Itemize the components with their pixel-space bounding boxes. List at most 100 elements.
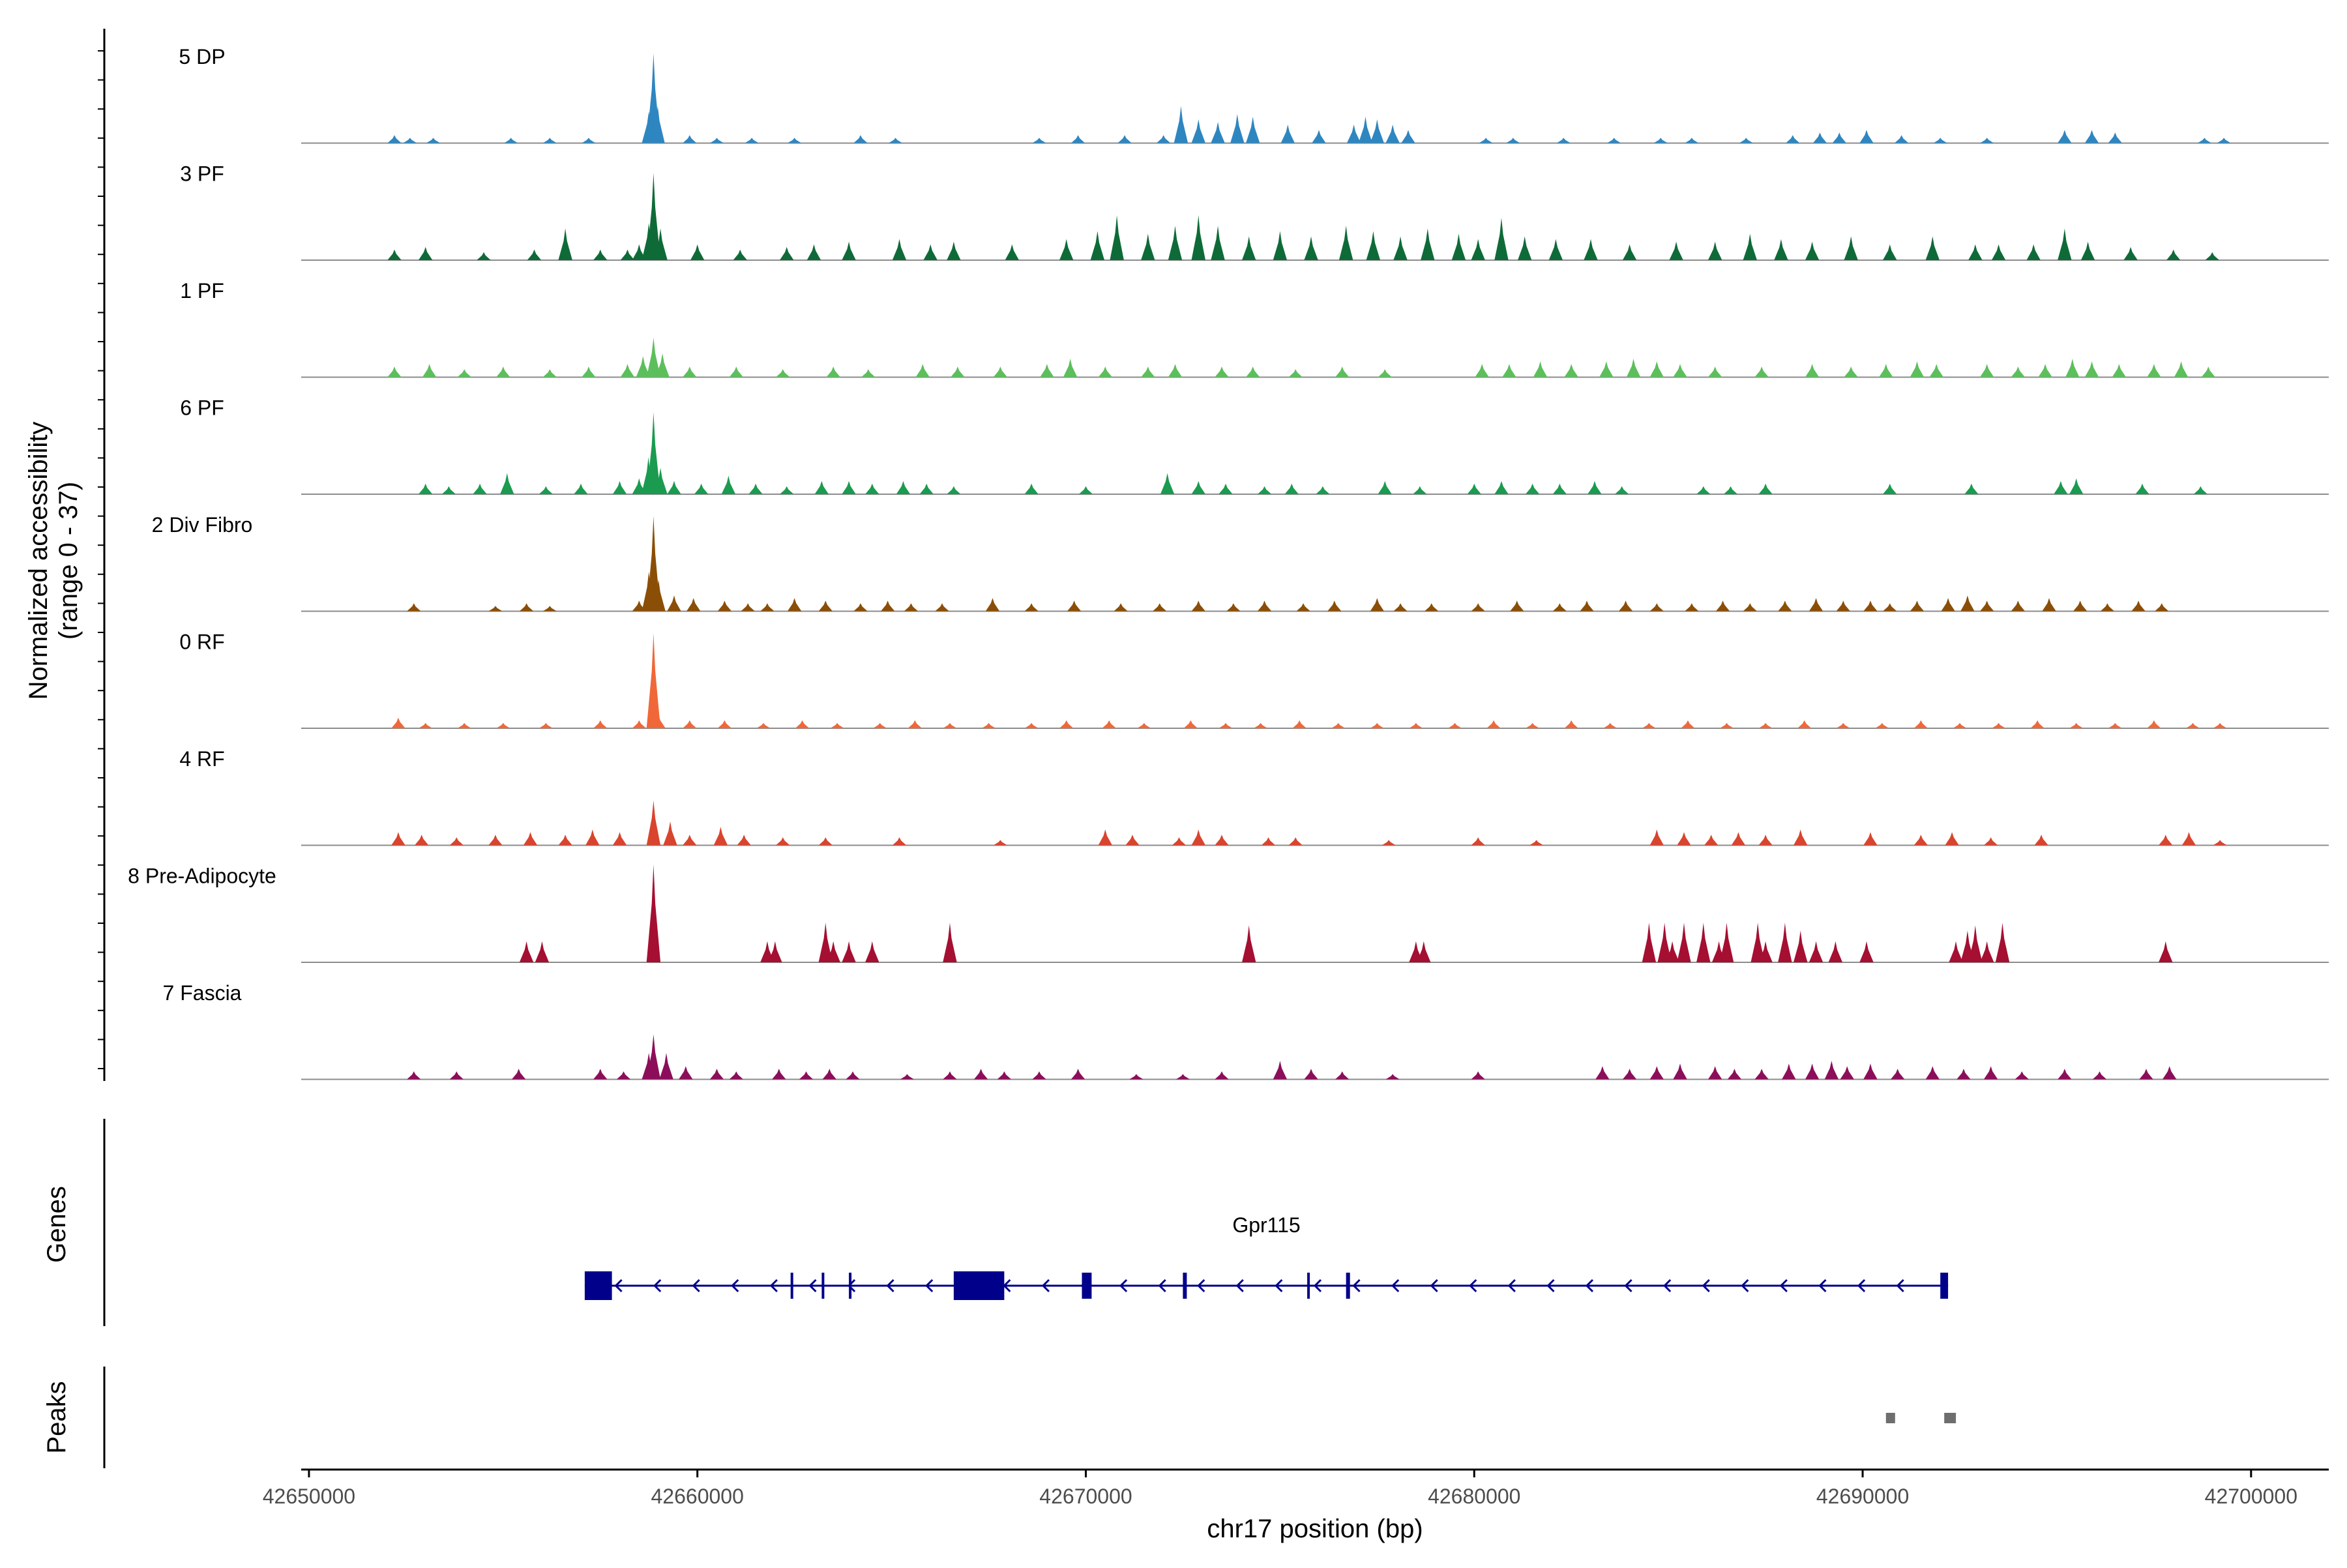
- signal-peak: [1949, 941, 1963, 962]
- peak-marks: [1885, 1413, 1956, 1423]
- signal-peak: [1980, 138, 1994, 143]
- signal-peak: [1925, 236, 1940, 260]
- signal-peak: [985, 598, 1000, 612]
- signal-peak: [457, 369, 471, 377]
- signal-peak: [1681, 720, 1695, 728]
- signal-peak: [1956, 1069, 1971, 1080]
- signal-peak: [1991, 722, 2006, 728]
- signal-peak: [667, 595, 681, 612]
- signal-peak: [2084, 130, 2099, 143]
- signal-peak: [1242, 236, 1256, 260]
- signal-peak: [1808, 941, 1823, 962]
- signal-peak: [1879, 364, 1893, 377]
- signal-peak: [1125, 835, 1140, 846]
- signal-peak: [2139, 1069, 2153, 1080]
- strand-arrow: [1896, 1279, 1904, 1293]
- signal-peak: [582, 366, 596, 377]
- signal-peak: [632, 720, 647, 728]
- signal-peak: [1673, 364, 1687, 377]
- peaks-panel: Peaks: [42, 1367, 1956, 1468]
- signal-peak: [1486, 720, 1501, 728]
- signal-peak: [1859, 130, 1874, 143]
- signal-peak: [1358, 117, 1373, 143]
- signal-peak: [892, 837, 907, 846]
- signal-peak: [646, 173, 661, 260]
- signal-peak: [418, 246, 433, 260]
- signal-peak: [1739, 138, 1753, 143]
- signal-peak: [1191, 481, 1205, 494]
- signal-peak: [1859, 941, 1874, 962]
- signal-peak: [1471, 603, 1485, 612]
- track-7-fascia: 7 Fascia: [163, 981, 2329, 1080]
- signal-peak: [787, 598, 802, 612]
- signal-peak: [519, 941, 534, 962]
- signal-peak: [683, 135, 697, 143]
- x-axis-label: chr17 position (bp): [1207, 1515, 1423, 1543]
- signal-peak: [612, 832, 627, 846]
- strand-arrow: [1158, 1279, 1166, 1293]
- x-tick-label: 42680000: [1428, 1485, 1520, 1508]
- signal-peak: [1685, 138, 1699, 143]
- signal-peak: [1141, 366, 1155, 377]
- signal-peak: [1707, 241, 1722, 260]
- signal-peak: [473, 483, 487, 494]
- signal-peak: [1338, 226, 1353, 260]
- signal-peak: [1808, 598, 1823, 612]
- signal-peak: [768, 941, 782, 962]
- signal-peak: [1649, 603, 1664, 612]
- strand-arrow: [1430, 1279, 1438, 1293]
- signal-peak: [1261, 837, 1276, 846]
- signal-peak: [1805, 1063, 1820, 1080]
- signal-peak: [873, 722, 887, 728]
- track-label: 4 RF: [179, 747, 224, 771]
- signal-peak: [1447, 722, 1462, 728]
- signal-peak: [2201, 366, 2215, 377]
- signal-peak: [663, 821, 677, 846]
- signal-peak: [1980, 600, 1994, 612]
- signal-peak: [686, 598, 701, 612]
- signal-peak: [1983, 1066, 1998, 1080]
- signal-peak: [616, 1071, 631, 1080]
- signal-peak: [1677, 923, 1691, 962]
- signal-peak: [457, 722, 471, 728]
- signal-peak: [947, 486, 961, 494]
- strand-arrow: [1041, 1279, 1050, 1293]
- track-label: 3 PF: [180, 162, 224, 186]
- signal-peak: [830, 722, 844, 728]
- signal-peak: [2155, 603, 2169, 612]
- signal-peak: [1707, 1066, 1722, 1080]
- x-tick-label: 42670000: [1039, 1485, 1132, 1508]
- signal-peak: [1548, 239, 1563, 260]
- signal-peak: [1284, 483, 1299, 494]
- signal-peak: [1812, 132, 1827, 143]
- signal-peak: [1211, 122, 1225, 143]
- signal-peak: [1758, 483, 1773, 494]
- signal-peak: [2058, 1069, 2072, 1080]
- signal-peak: [1257, 486, 1272, 494]
- signal-peak: [1913, 835, 1928, 846]
- signal-peak: [1242, 925, 1256, 962]
- signal-peak: [1059, 720, 1074, 728]
- signal-peak: [1024, 603, 1039, 612]
- signal-peak: [1758, 835, 1773, 846]
- signal-peak: [2185, 722, 2200, 728]
- signal-peak: [1335, 1071, 1350, 1080]
- signal-peak: [1995, 923, 2010, 962]
- signal-peak: [2092, 1071, 2107, 1080]
- signal-peak: [760, 603, 775, 612]
- signal-peak: [403, 138, 417, 143]
- signal-peak: [585, 829, 600, 846]
- track-6-pf: 6 PF: [180, 396, 2329, 495]
- signal-peak: [694, 483, 709, 494]
- signal-peak: [1067, 600, 1082, 612]
- signal-peak: [593, 720, 608, 728]
- signal-peak: [1304, 1069, 1318, 1080]
- strand-arrow: [1624, 1279, 1632, 1293]
- signal-peak: [756, 722, 771, 728]
- peaks-panel-label: Peaks: [42, 1381, 71, 1453]
- signal-peak: [1370, 722, 1384, 728]
- signal-peak: [892, 239, 907, 260]
- signal-peak: [943, 923, 957, 962]
- signal-peak: [2159, 835, 2173, 846]
- signal-peak: [1183, 720, 1198, 728]
